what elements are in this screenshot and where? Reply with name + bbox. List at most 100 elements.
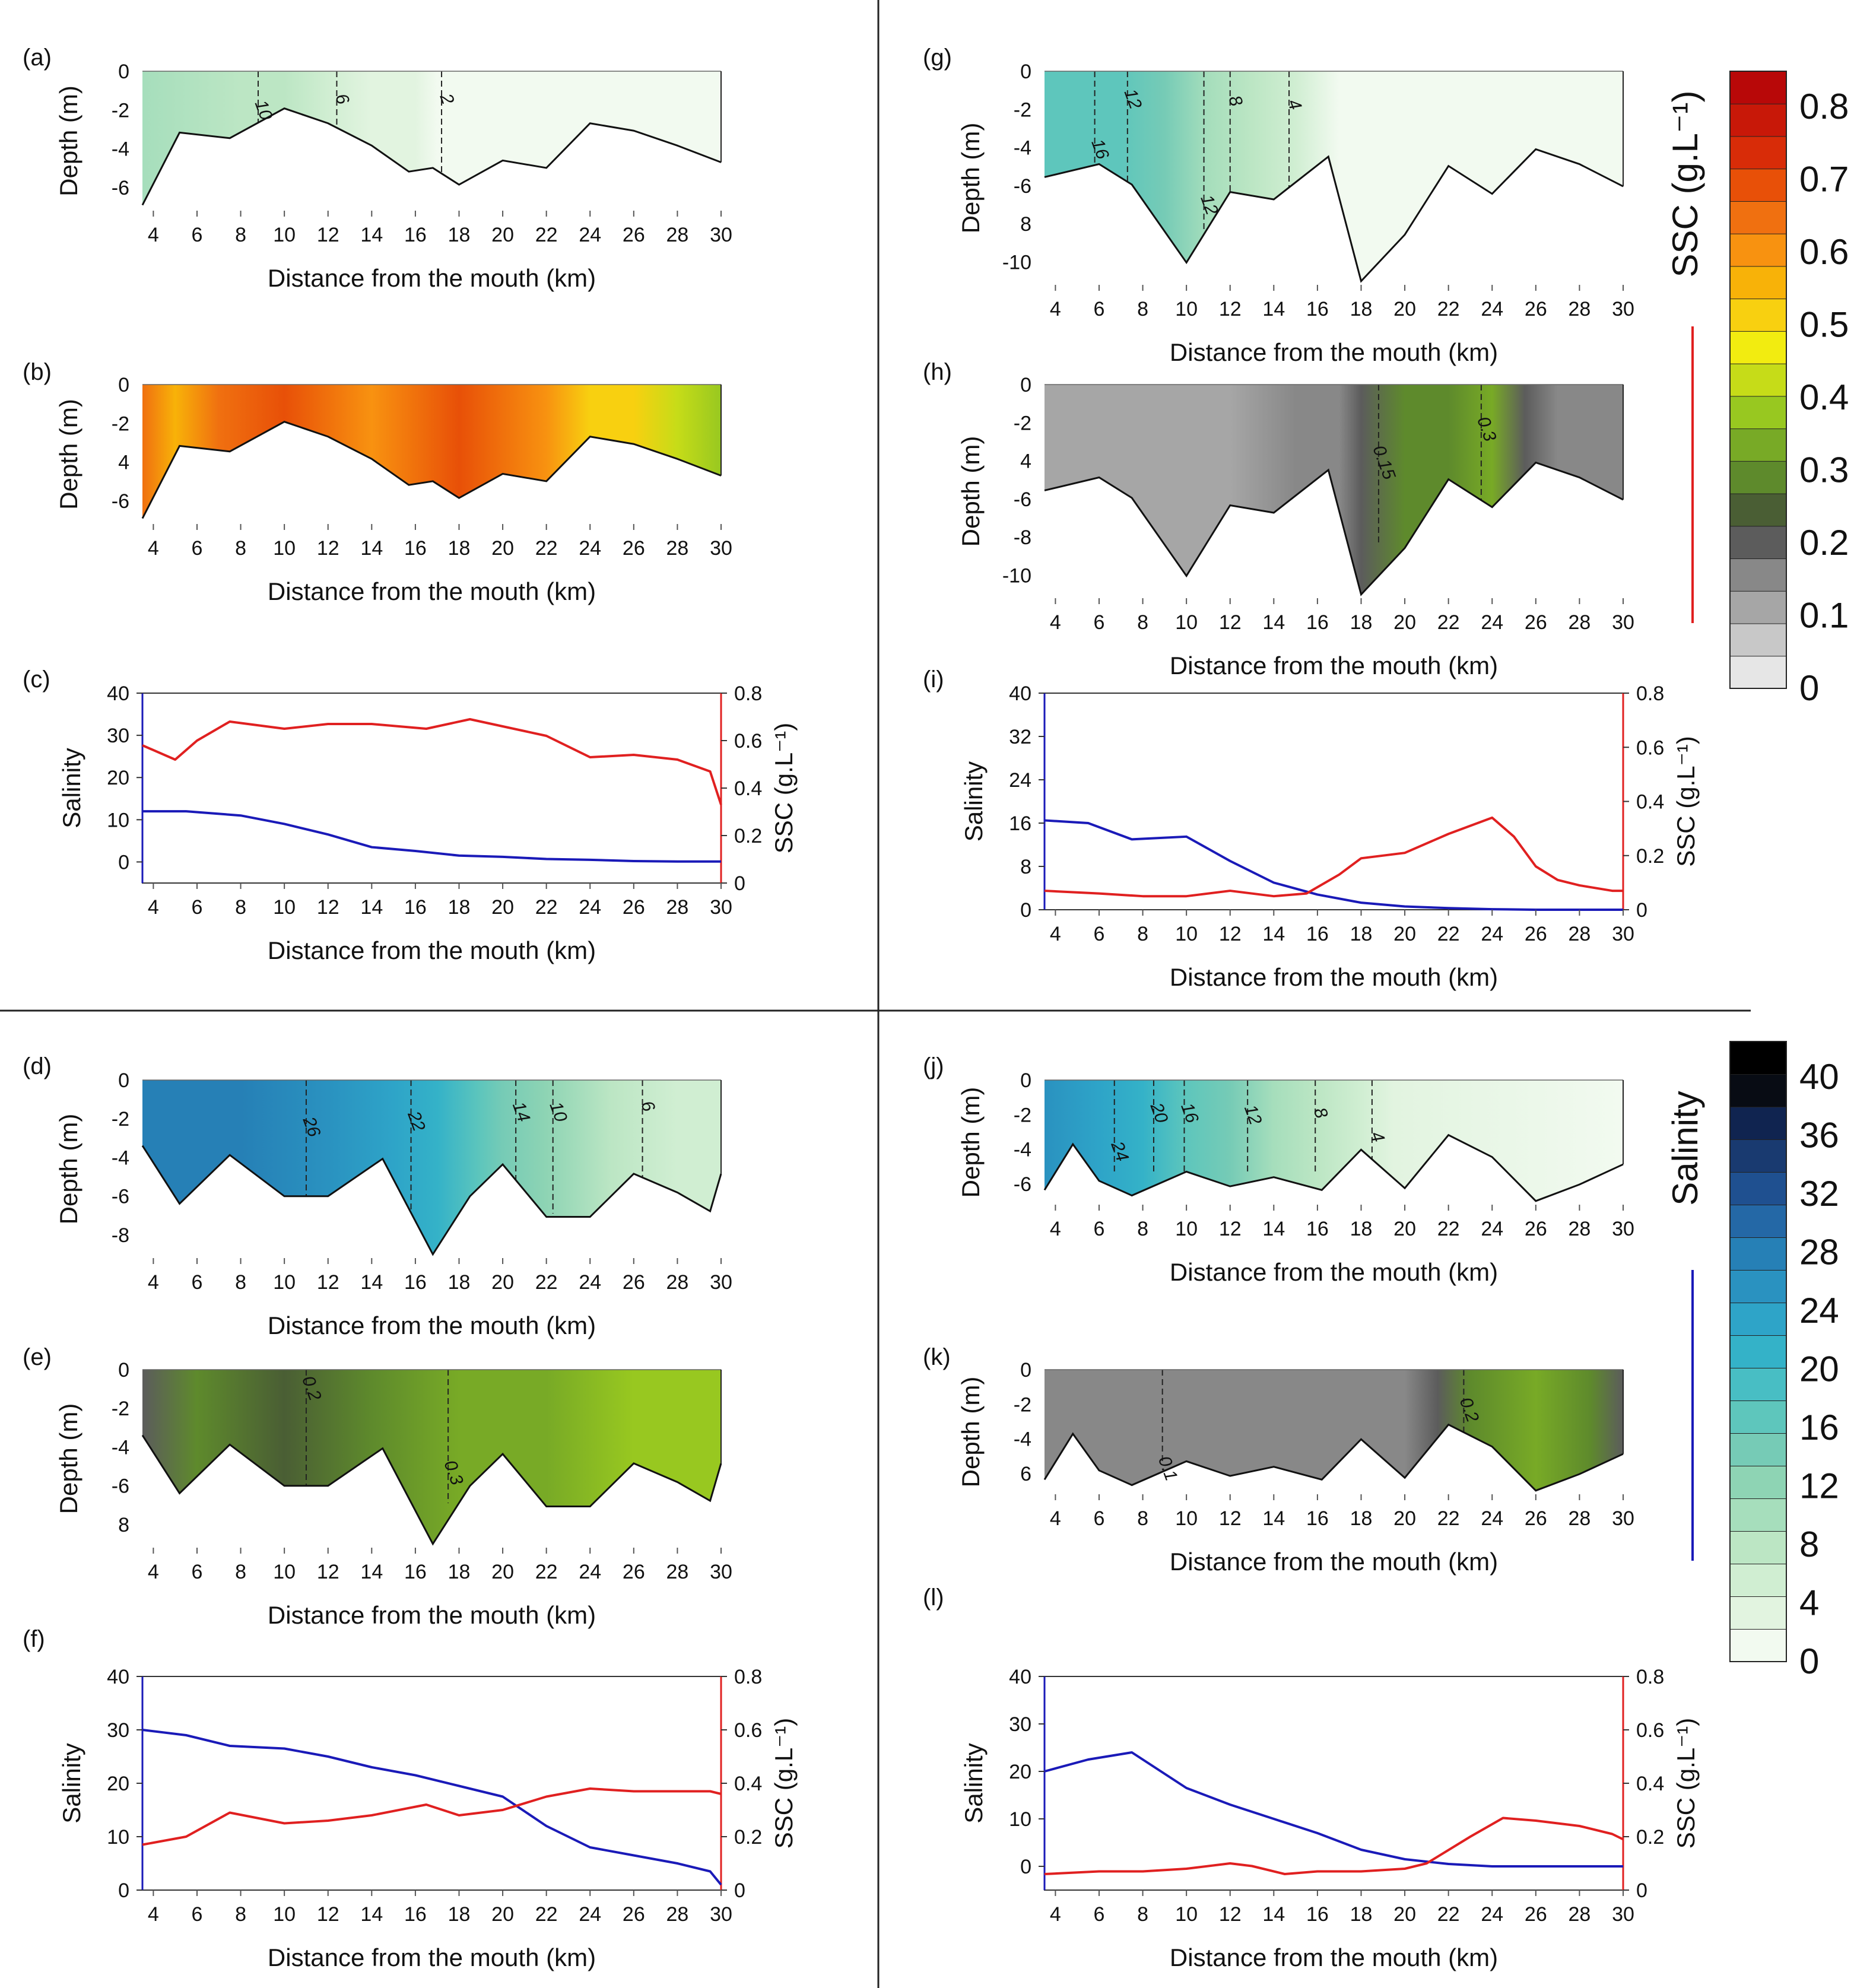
x-tick-label: 20 — [1393, 1903, 1416, 1926]
x-tick-label: 18 — [448, 1271, 471, 1294]
x-tick-label: 8 — [1137, 923, 1148, 945]
x-tick-label: 10 — [1175, 1507, 1198, 1530]
x-tick-label: 26 — [1525, 298, 1547, 320]
y-right-tick-label: 0.6 — [734, 730, 762, 752]
x-tick-label: 14 — [1262, 611, 1285, 634]
colorbar-tick-label: 0.7 — [1799, 160, 1849, 199]
colorbar-tick-label: 16 — [1799, 1408, 1839, 1447]
y-right-tick-label: 0.2 — [734, 1826, 762, 1849]
y-tick-label: 0 — [118, 374, 129, 396]
y-tick-label: 0 — [118, 1879, 129, 1902]
x-tick-label: 12 — [1219, 1507, 1242, 1530]
x-tick-label: 14 — [1262, 1218, 1285, 1240]
colorbar-frame — [1729, 1041, 1787, 1662]
colorbar-swatch — [1729, 558, 1787, 592]
x-tick-label: 4 — [148, 1561, 159, 1583]
x-tick-label: 20 — [1393, 923, 1416, 945]
x-tick-label: 26 — [623, 1903, 645, 1926]
colorbar-tick-label: 0.3 — [1799, 450, 1849, 490]
x-tick-label: 14 — [360, 1903, 383, 1926]
x-tick-label: 30 — [1612, 611, 1634, 634]
x-tick-label: 6 — [1094, 1903, 1105, 1926]
x-tick-label: 12 — [317, 896, 339, 919]
x-tick-label: 22 — [535, 224, 558, 246]
y-right-tick-label: 0.4 — [734, 777, 762, 800]
y-right-tick-label: 0 — [734, 872, 745, 895]
colorbar-swatch — [1729, 1530, 1787, 1564]
x-tick-label: 10 — [1175, 298, 1198, 320]
y-right-tick-label: 0.8 — [1636, 1666, 1664, 1688]
x-tick-label: 20 — [491, 537, 514, 560]
x-tick-label: 18 — [1350, 1903, 1373, 1926]
panel-i: (i) 40 32 24 16 8 0 0.8 0.6 0.4 0.2 0 Salinity SSC (g… — [923, 666, 1700, 991]
x-tick-label: 26 — [1525, 611, 1547, 634]
x-tick-label: 18 — [1350, 611, 1373, 634]
x-axis-label: Distance from the mouth (km) — [268, 1943, 596, 1971]
x-tick-label: 10 — [273, 224, 296, 246]
x-tick-label: 22 — [535, 1561, 558, 1583]
plot-frame — [1044, 1676, 1624, 1891]
x-tick-label: 20 — [1393, 1218, 1416, 1240]
y-tick-label: 40 — [1009, 1666, 1031, 1688]
y-tick-label: -6 — [1014, 175, 1031, 198]
y-tick-label: -2 — [1014, 412, 1031, 434]
y-tick-label: 8 — [1020, 213, 1031, 236]
y-axis-label: Salinity — [960, 761, 988, 841]
x-tick-label: 4 — [1050, 1903, 1061, 1926]
y-tick-label: -2 — [112, 412, 129, 435]
y-tick-label: 40 — [107, 1666, 129, 1688]
x-tick-label: 30 — [1612, 298, 1634, 320]
y-tick-label: 0 — [1020, 374, 1031, 396]
y-tick-label: -6 — [112, 177, 129, 199]
y-tick-label: 24 — [1009, 769, 1031, 792]
colorbar-swatch — [1729, 1041, 1787, 1075]
colorbar-swatch — [1729, 331, 1787, 364]
x-tick-label: 30 — [710, 1561, 732, 1583]
y-axis-label: Depth (m) — [55, 1114, 82, 1225]
colorbar-swatch — [1729, 493, 1787, 527]
bottom-profile-line — [1044, 461, 1624, 596]
x-tick-label: 24 — [1481, 1507, 1503, 1530]
x-axis-label: Distance from the mouth (km) — [268, 1601, 596, 1629]
y-right-tick-label: 0.2 — [734, 825, 762, 847]
colorbar-tick-label: 0.6 — [1799, 232, 1849, 272]
y-tick-label: -8 — [112, 1224, 129, 1247]
colorbar-swatch — [1729, 428, 1787, 462]
x-tick-label: 28 — [1569, 1903, 1591, 1926]
section-fill — [142, 1370, 721, 1544]
y-tick-label: 0 — [1020, 899, 1031, 922]
y-tick-label: -2 — [112, 99, 129, 122]
section-fill-rect — [142, 1080, 721, 1255]
colorbar-title: SSC (g.L⁻¹) — [1665, 90, 1705, 277]
section-fill-rect — [142, 385, 721, 519]
x-tick-label: 8 — [1137, 1507, 1148, 1530]
y-right-axis-label: SSC (g.L⁻¹) — [770, 723, 798, 854]
colorbar-swatch — [1729, 1335, 1787, 1368]
y-tick-label: -4 — [112, 1147, 129, 1169]
x-tick-label: 8 — [235, 896, 246, 919]
y-tick-label: 40 — [107, 682, 129, 705]
colorbar-frame — [1729, 71, 1787, 689]
x-tick-label: 8 — [1137, 1218, 1148, 1240]
x-tick-label: 6 — [192, 1561, 203, 1583]
x-tick-label: 8 — [235, 537, 246, 560]
colorbar-tick-label: 20 — [1799, 1349, 1839, 1389]
salinity-series-line — [1044, 819, 1623, 911]
colorbar-swatch — [1729, 461, 1787, 494]
x-tick-label: 4 — [148, 1903, 159, 1926]
colorbar-tick-label: 0.4 — [1799, 377, 1849, 417]
x-tick-label: 18 — [1350, 923, 1373, 945]
x-tick-label: 4 — [148, 1271, 159, 1294]
panel-label: (g) — [923, 45, 952, 71]
x-tick-label: 22 — [1437, 1903, 1460, 1926]
y-right-axis-label: SSC (g.L⁻¹) — [1672, 1718, 1700, 1849]
panel-label: (i) — [923, 666, 944, 693]
y-tick-label: 8 — [1020, 856, 1031, 878]
x-tick-label: 16 — [404, 224, 427, 246]
x-tick-label: 8 — [1137, 298, 1148, 320]
x-tick-label: 28 — [1569, 1507, 1591, 1530]
x-tick-label: 30 — [1612, 1218, 1634, 1240]
y-tick-label: 0 — [118, 1359, 129, 1382]
x-tick-label: 10 — [273, 1561, 296, 1583]
